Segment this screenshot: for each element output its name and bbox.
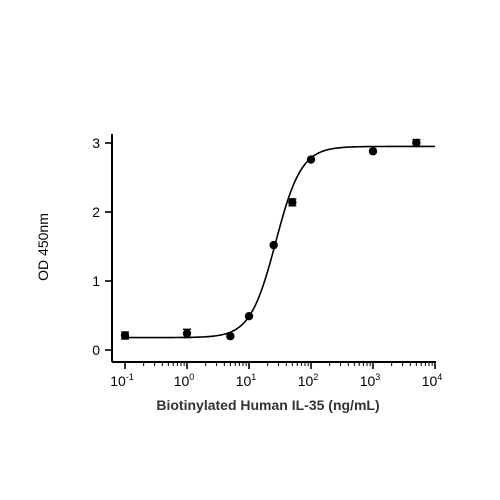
point-marker <box>226 332 235 341</box>
point-marker <box>120 331 130 340</box>
point-marker <box>244 311 254 321</box>
y-tick-label: 3 <box>92 135 100 151</box>
x-tick-label: 10-1 <box>110 372 134 389</box>
x-tick-label: 100 <box>174 372 195 389</box>
data-point <box>269 240 278 250</box>
point-marker <box>269 240 278 250</box>
point-marker <box>182 329 192 338</box>
point-marker <box>288 198 297 207</box>
data-point <box>244 311 254 321</box>
y-tick-label: 1 <box>92 273 100 289</box>
y-tick-label: 2 <box>92 204 100 220</box>
point-marker <box>368 147 378 156</box>
y-axis-title: OD 450nm <box>35 213 51 281</box>
data-points-layer <box>120 138 421 341</box>
data-point <box>368 147 378 156</box>
data-point <box>226 332 235 341</box>
fit-curve-layer <box>125 145 435 339</box>
x-tick-label: 103 <box>360 372 381 389</box>
axes: 0 1 2 3 10-1 100 101 102 103 104 <box>92 134 442 389</box>
data-point <box>306 155 316 164</box>
fit-curve <box>125 145 435 339</box>
data-point <box>182 328 192 339</box>
data-point <box>412 138 421 148</box>
point-marker <box>412 138 421 148</box>
data-point <box>120 331 130 340</box>
x-tick-label: 102 <box>298 372 319 389</box>
y-tick-label: 0 <box>92 342 100 358</box>
data-point <box>288 198 297 207</box>
x-tick-label: 101 <box>236 372 257 389</box>
x-axis-title: Biotinylated Human IL-35 (ng/mL) <box>156 397 379 413</box>
x-tick-label: 104 <box>422 372 443 389</box>
point-marker <box>306 155 316 164</box>
